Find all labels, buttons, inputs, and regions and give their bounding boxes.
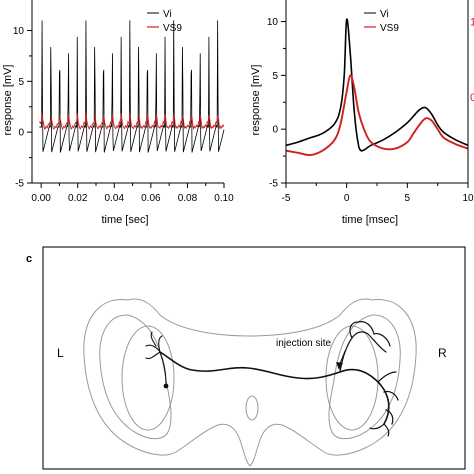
chart-a-x-tick-label: 0.06 (141, 193, 161, 204)
chart-a-series-vi-line (39, 20, 225, 153)
chart-a-x-tick-label: 0.10 (214, 193, 234, 204)
chart-a-legend: Vi VS9 (147, 9, 182, 34)
label-right-side: R (438, 346, 447, 360)
chart-b-series-vi-line (285, 18, 469, 152)
chart-a-x-tick-label: 0.00 (31, 193, 51, 204)
chart-b-x-tick-label: 5 (405, 193, 411, 204)
brain-top-rim (127, 298, 373, 337)
neuron-left-arbor (145, 331, 167, 385)
chart-a-legend-label-vs9: VS9 (163, 23, 182, 34)
chart-b-right-axis: 10 (470, 17, 474, 104)
brain-right-medulla (325, 325, 379, 431)
chart-b-y-tick-label: 0 (272, 125, 278, 136)
brain-inner-right-lobe (328, 314, 401, 440)
chart-a-y-tick-label: 10 (13, 26, 25, 37)
chart-a-x-tick-label: 0.08 (178, 193, 198, 204)
chart-a-axes: 0.00 0.02 0.04 0.06 0.08 0.10 -5 0 5 10 (13, 0, 234, 204)
chart-a-y-tick-label: -5 (15, 179, 24, 190)
chart-a-y-axis-label: response [mV] (2, 65, 14, 136)
chart-b-y-tick-label: 10 (267, 17, 279, 28)
annotation-arrow-head (336, 362, 343, 370)
chart-a-x-tick-label: 0.04 (105, 193, 125, 204)
chart-a-series-group (39, 20, 225, 153)
chart-a-series-vs9-line (39, 112, 225, 131)
brain-foramen (245, 395, 259, 421)
chart-a-x-axis-label: time [sec] (101, 214, 148, 226)
chart-a-x-tick-label: 0.02 (68, 193, 88, 204)
chart-b-legend: Vi VS9 (364, 9, 399, 34)
brain-outer-left-lobe (83, 299, 251, 467)
chart-b-x-axis-label: time [msec] (342, 214, 398, 226)
neuron-soma (163, 383, 169, 389)
chart-b-y-tick-label: -5 (269, 179, 278, 190)
chart-b-legend-label-vi: Vi (380, 9, 389, 20)
brain-schematic (83, 298, 417, 467)
chart-a-y-tick-label: 0 (18, 128, 24, 139)
panel-c-frame (42, 246, 466, 470)
brain-inner-left-lobe (99, 314, 172, 440)
chart-b-y-axis-label: response [mV] (250, 65, 262, 136)
label-left-side: L (57, 346, 64, 360)
panel-c-label: c (26, 253, 32, 265)
neuron-tracing (145, 321, 399, 437)
chart-b-right-tick-label: 1 (470, 17, 474, 29)
chart-b-series-group (285, 18, 469, 157)
injection-site-annotation: injection site (276, 338, 331, 349)
chart-b-right-tick-label: 0 (470, 92, 474, 104)
neuron-axon (159, 351, 390, 425)
chart-b-x-tick-label: 0 (344, 193, 350, 204)
chart-b-y-tick-label: 5 (272, 71, 278, 82)
brain-outer-right-lobe (249, 299, 417, 467)
chart-a: 0.00 0.02 0.04 0.06 0.08 0.10 -5 0 5 10 response … (2, 0, 234, 226)
chart-b-series-vs9-line (285, 74, 469, 157)
brain-left-medulla (121, 325, 175, 431)
chart-a-legend-label-vi: Vi (163, 9, 172, 20)
chart-a-y-tick-label: 5 (18, 77, 24, 88)
chart-b-x-tick-label: 10 (462, 193, 474, 204)
chart-b-legend-label-vs9: VS9 (380, 23, 399, 34)
chart-b-x-tick-label: -5 (282, 193, 291, 204)
